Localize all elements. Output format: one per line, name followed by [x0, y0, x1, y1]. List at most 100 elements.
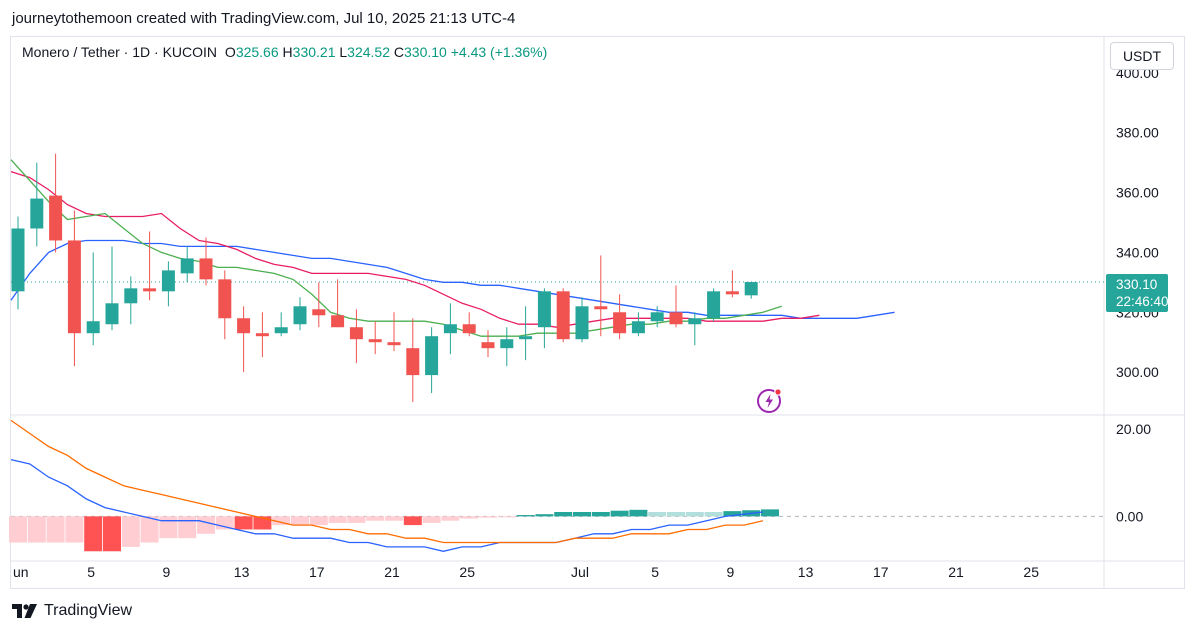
macd-histogram-bar [178, 516, 197, 539]
macd-histogram-bar [479, 516, 497, 518]
time-tick-label: 17 [309, 564, 325, 580]
last-price-tag: 330.10 22:46:40 [1106, 274, 1169, 312]
currency-label: USDT [1122, 48, 1162, 64]
tradingview-logo-icon [12, 604, 37, 618]
macd-histogram-bar [723, 511, 742, 517]
time-tick-label: Jul [571, 564, 589, 580]
symbol-name: Monero / Tether · 1D · KUCOIN [22, 44, 218, 60]
price-tick-label: 360.00 [1116, 185, 1159, 201]
macd-histogram-bar [516, 515, 535, 517]
open-label: O [224, 44, 236, 60]
macd-histogram-bar [9, 516, 27, 543]
bar-countdown: 22:46:40 [1116, 294, 1169, 309]
candle-body [218, 279, 232, 319]
candle-body [105, 303, 119, 325]
candle-body [707, 291, 721, 319]
macd-histogram-bar [215, 516, 234, 530]
candle-body [199, 258, 213, 280]
macd-histogram-bar [140, 516, 159, 543]
candle-body [274, 327, 288, 334]
macd-histogram-bar [573, 512, 591, 517]
candle-body [594, 306, 608, 310]
macd-histogram-bar [159, 516, 178, 539]
candle-body [67, 240, 81, 334]
macd-histogram-bar [403, 516, 422, 526]
macd-histogram-bar [197, 516, 215, 534]
candle-body [725, 291, 739, 295]
macd-histogram-bar [366, 516, 385, 521]
candle-body [11, 228, 25, 292]
macd-histogram-bar [291, 516, 309, 526]
macd-histogram-bar [84, 516, 103, 552]
macd-line [10, 458, 764, 552]
candle-body [293, 306, 307, 325]
macd-tick-label: 0.00 [1116, 508, 1143, 524]
macd-tick-label: 20.00 [1116, 421, 1151, 437]
macd-histogram-bar [685, 512, 704, 517]
time-tick-label: 9 [727, 564, 735, 580]
candle-body [349, 327, 363, 340]
macd-histogram-bar [27, 516, 46, 543]
low-value: 324.52 [347, 44, 390, 60]
candle-body [255, 333, 269, 337]
candle-body [161, 270, 175, 292]
candle-body [688, 318, 702, 325]
macd-histogram-bar [234, 516, 253, 530]
chart-caption: journeytothemoon created with TradingVie… [12, 10, 516, 27]
time-tick-label: 13 [798, 564, 814, 580]
time-tick-label: 25 [1023, 564, 1039, 580]
close-value: 330.10 [404, 44, 447, 60]
candle-body [462, 324, 476, 334]
candle-body [143, 288, 157, 292]
close-label: C [393, 44, 405, 60]
macd-histogram-bar [610, 510, 629, 517]
macd-histogram-bar [629, 509, 648, 517]
lightning-bolt-icon[interactable] [756, 386, 784, 414]
candle-body [124, 288, 138, 304]
candle-body [86, 321, 100, 334]
price-tick-label: 300.00 [1116, 364, 1159, 380]
candle-body [575, 306, 589, 340]
tradingview-logo[interactable]: TradingView [12, 602, 132, 620]
candle-body [425, 336, 439, 376]
macd-histogram-bar [704, 512, 723, 517]
candle-body [406, 348, 420, 376]
time-tick-label: 21 [384, 564, 400, 580]
candle-body [481, 342, 495, 349]
candle-body [519, 336, 533, 340]
candle-body [443, 324, 457, 334]
macd-histogram-bar [460, 516, 479, 519]
high-value: 330.21 [292, 44, 336, 60]
chart-frame[interactable] [10, 36, 1185, 589]
macd-histogram-bar [121, 516, 140, 547]
candle-body [631, 321, 645, 334]
candle-body [30, 198, 44, 229]
candle-body [387, 342, 401, 346]
candle-body [312, 309, 326, 316]
macd-histogram-bar [554, 512, 573, 517]
time-tick-label: 13 [234, 564, 250, 580]
symbol-legend[interactable]: Monero / Tether · 1D · KUCOIN O325.66 H3… [22, 44, 547, 60]
candle-body [368, 339, 382, 343]
high-label: H [282, 44, 293, 60]
open-value: 325.66 [235, 44, 279, 60]
ma-blue-line [10, 239, 895, 319]
candle-body [744, 282, 758, 296]
candle-body [613, 312, 627, 334]
macd-histogram-bar [46, 516, 65, 543]
candle-body [237, 318, 251, 334]
candle-body [669, 312, 683, 325]
price-tick-label: 380.00 [1116, 125, 1159, 141]
currency-selector[interactable]: USDT [1110, 42, 1174, 70]
macd-histogram-bar [65, 516, 84, 543]
macd-histogram-bar [667, 512, 685, 517]
macd-histogram-bar [272, 516, 291, 526]
candle-body [556, 291, 570, 340]
macd-histogram-bar [309, 516, 328, 526]
macd-histogram-bar [328, 516, 347, 523]
macd-histogram-bar [385, 516, 403, 521]
macd-histogram-bar [497, 516, 516, 518]
macd-histogram-bar [422, 516, 441, 523]
macd-histogram-bar [535, 514, 554, 517]
